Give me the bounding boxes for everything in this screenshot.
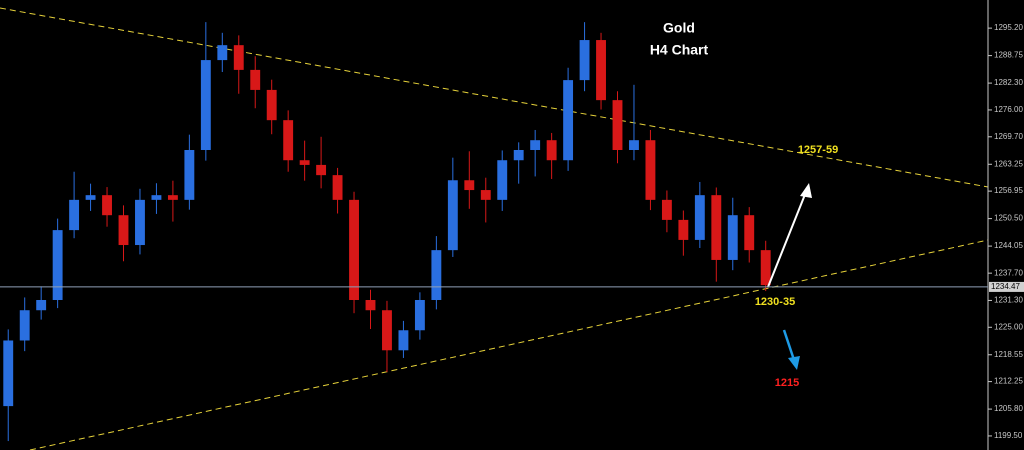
candle-body — [332, 175, 343, 200]
candle-body — [151, 195, 162, 200]
target-label: 1257-59 — [798, 144, 838, 156]
candle-body — [52, 230, 63, 300]
candle-body — [266, 89, 277, 121]
y-tick-label: 1199.50 — [994, 431, 1023, 440]
current-price-box — [989, 281, 1024, 292]
candle-body — [250, 69, 261, 90]
candle-body — [645, 140, 656, 200]
y-tick-label: 1288.75 — [994, 51, 1023, 60]
candle-body — [283, 120, 294, 161]
y-tick-label: 1212.25 — [994, 377, 1023, 386]
candle-body — [414, 300, 425, 331]
candle-body — [480, 190, 491, 200]
current-price-label: 1234.47 — [991, 282, 1020, 291]
candle-body — [184, 150, 195, 200]
candle-body — [431, 250, 442, 300]
candle-body — [497, 160, 508, 200]
chart-title: Gold — [663, 20, 695, 36]
chart-subtitle: H4 Chart — [650, 42, 709, 58]
candle-body — [349, 199, 359, 300]
candle-body — [102, 195, 112, 216]
y-tick-label: 1295.20 — [994, 23, 1023, 32]
candle-body — [69, 199, 80, 231]
candle-body — [36, 300, 47, 311]
candle-body — [612, 100, 623, 150]
lower-trendline — [29, 239, 989, 450]
candle-body — [513, 150, 524, 161]
candle-body — [629, 140, 639, 150]
candle-body — [200, 60, 211, 150]
upper-trendline — [0, 7, 989, 188]
y-tick-label: 1250.50 — [994, 214, 1023, 223]
y-tick-label: 1263.25 — [994, 159, 1023, 168]
candle-body — [135, 199, 145, 246]
downside-label: 1215 — [775, 377, 799, 389]
candle-body — [167, 195, 178, 200]
y-tick-label: 1276.00 — [994, 105, 1023, 114]
candle-body — [727, 215, 738, 260]
candle-body — [398, 330, 409, 351]
candle-body — [711, 195, 722, 260]
candle-body — [447, 180, 458, 251]
candle-body — [3, 340, 14, 407]
candle-body — [760, 250, 771, 286]
candle-body — [85, 195, 96, 200]
candle-body — [579, 40, 590, 81]
up-arrow — [767, 183, 812, 288]
candle-body — [563, 80, 574, 161]
candle-body — [596, 40, 606, 101]
y-tick-label: 1225.00 — [994, 322, 1023, 331]
candle-body — [299, 160, 310, 165]
candle-body — [365, 300, 376, 311]
y-tick-label: 1205.80 — [994, 404, 1023, 413]
candle-body — [694, 195, 705, 240]
candle-body — [464, 180, 475, 191]
y-tick-label: 1231.30 — [994, 296, 1023, 305]
plot-area — [3, 22, 771, 442]
y-tick-label: 1269.70 — [994, 132, 1023, 141]
y-tick-label: 1237.70 — [994, 268, 1023, 277]
candle-body — [118, 215, 129, 246]
y-tick-label: 1244.05 — [994, 241, 1023, 250]
candle-body — [744, 215, 755, 251]
candle-body — [316, 164, 327, 176]
candle-body — [233, 45, 244, 70]
candle-body — [19, 310, 30, 341]
candle-body — [217, 45, 228, 61]
y-tick-label: 1218.55 — [994, 350, 1023, 359]
y-tick-label: 1256.95 — [994, 186, 1023, 195]
support-label: 1230-35 — [755, 296, 795, 308]
candle-body — [661, 199, 672, 220]
y-tick-label: 1282.30 — [994, 78, 1023, 87]
candle-body — [546, 140, 557, 161]
candle-body — [530, 140, 541, 150]
candle-body — [382, 310, 392, 351]
candle-body — [678, 219, 689, 240]
down-arrow — [782, 329, 800, 370]
